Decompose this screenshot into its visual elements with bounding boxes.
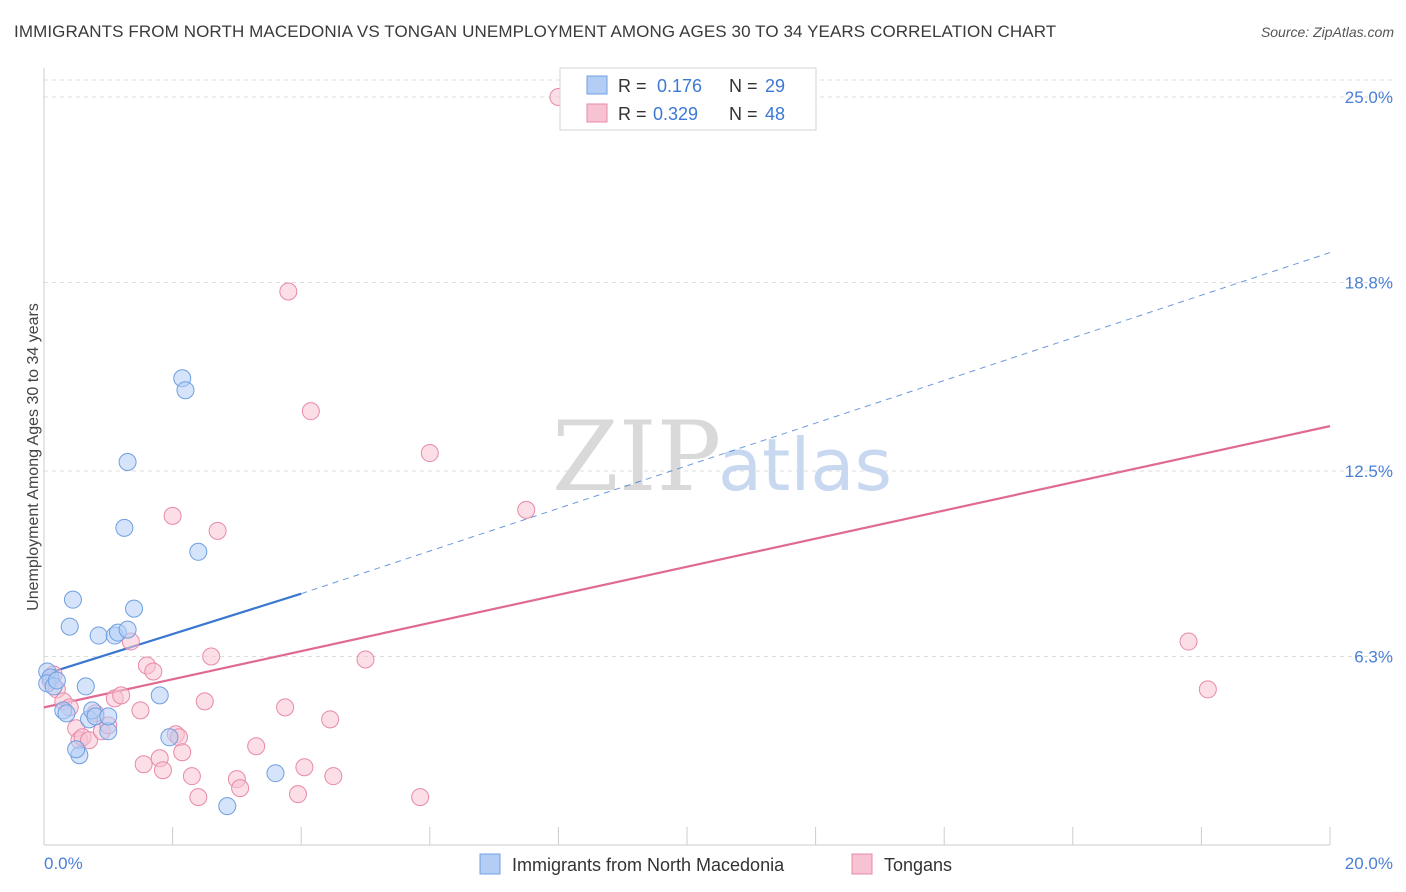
legend-r-label: R = <box>618 104 647 124</box>
data-point-blue <box>160 728 179 747</box>
data-point-pink <box>195 692 214 711</box>
data-point-pink <box>134 755 153 774</box>
trend-line-blue-dashed <box>301 252 1331 595</box>
data-point-pink <box>131 701 150 720</box>
tick-labels: 6.3% 12.5% 18.8% 25.0% 0.0% 20.0% <box>44 88 1393 873</box>
data-point-pink <box>420 444 439 463</box>
data-point-pink <box>182 767 201 786</box>
data-point-blue <box>63 590 82 609</box>
legend-n-value: 29 <box>765 76 785 96</box>
legend-n-label: N = <box>729 76 758 96</box>
watermark-zip: ZIP <box>552 401 721 513</box>
bottom-legend-label: Immigrants from North Macedonia <box>512 855 785 875</box>
data-point-blue <box>60 617 79 636</box>
data-point-pink <box>295 758 314 777</box>
data-point-blue <box>266 764 285 783</box>
legend-n-value: 48 <box>765 104 785 124</box>
y-tick-label: 6.3% <box>1354 648 1393 667</box>
x-tick-label: 20.0% <box>1345 854 1393 873</box>
y-tick-label: 18.8% <box>1345 274 1393 293</box>
legend-swatch-pink <box>586 103 608 123</box>
data-point-pink <box>112 686 131 705</box>
data-point-blue <box>150 686 169 705</box>
data-point-pink <box>173 743 192 762</box>
data-point-pink <box>517 500 536 519</box>
legend-n-label: N = <box>729 104 758 124</box>
data-point-pink <box>144 662 163 681</box>
watermark: ZIP atlas <box>552 401 892 513</box>
data-point-pink <box>356 650 375 669</box>
axes <box>43 68 1331 846</box>
data-point-blue <box>118 453 137 472</box>
data-point-pink <box>153 761 172 780</box>
bottom-legend-swatch-pink <box>851 853 873 875</box>
data-point-blue <box>76 677 95 696</box>
y-tick-label: 25.0% <box>1345 88 1393 107</box>
data-point-pink <box>208 521 227 540</box>
bottom-legend: Immigrants from North Macedonia Tongans <box>479 853 952 875</box>
trend-lines <box>43 252 1331 709</box>
data-point-pink <box>288 785 307 804</box>
data-point-pink <box>276 698 295 717</box>
data-point-blue <box>118 620 137 639</box>
legend-r-value: 0.329 <box>653 104 698 124</box>
gridlines <box>44 79 1392 658</box>
chart-title: IMMIGRANTS FROM NORTH MACEDONIA VS TONGA… <box>14 22 1057 41</box>
data-point-blue <box>189 542 208 561</box>
data-points <box>38 88 1217 816</box>
bottom-legend-swatch-blue <box>479 853 501 875</box>
data-point-blue <box>67 740 86 759</box>
data-point-pink <box>189 788 208 807</box>
legend: R = 0.176 N = 29 R = 0.329 N = 48 <box>559 67 817 131</box>
legend-swatch-blue <box>586 75 608 95</box>
data-point-blue <box>176 381 195 400</box>
legend-r-label: R = <box>618 76 647 96</box>
data-point-blue <box>125 599 144 618</box>
data-point-pink <box>324 767 343 786</box>
data-point-pink <box>301 402 320 421</box>
data-point-pink <box>411 788 430 807</box>
trend-line-pink <box>43 425 1331 709</box>
data-point-pink <box>321 710 340 729</box>
data-point-blue <box>89 626 108 645</box>
data-point-pink <box>279 282 298 301</box>
watermark-atlas: atlas <box>718 423 892 507</box>
data-point-blue <box>99 722 118 741</box>
data-point-pink <box>247 737 266 756</box>
trend-line-blue <box>43 592 302 676</box>
data-point-blue <box>99 707 118 726</box>
x-tick-label: 0.0% <box>44 854 83 873</box>
data-point-pink <box>231 779 250 798</box>
y-axis-label: Unemployment Among Ages 30 to 34 years <box>25 303 42 611</box>
data-point-pink <box>80 731 99 750</box>
data-point-blue <box>47 671 66 690</box>
data-point-blue <box>115 518 134 537</box>
data-point-blue <box>57 704 76 723</box>
data-point-pink <box>1179 632 1198 651</box>
source-label: Source: ZipAtlas.com <box>1260 24 1394 40</box>
bottom-legend-label: Tongans <box>884 855 952 875</box>
data-point-pink <box>1198 680 1217 699</box>
y-tick-label: 12.5% <box>1345 462 1393 481</box>
data-point-blue <box>218 797 237 816</box>
data-point-pink <box>163 506 182 525</box>
data-point-pink <box>202 647 221 666</box>
legend-r-value: 0.176 <box>657 76 702 96</box>
